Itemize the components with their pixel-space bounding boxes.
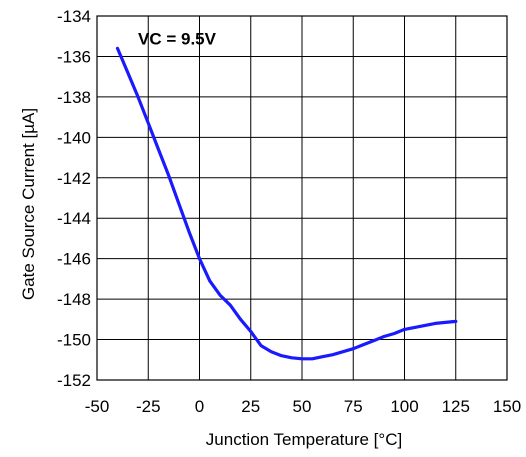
y-tick-label: -146 <box>57 250 91 269</box>
plot-frame <box>96 15 508 381</box>
y-tick-label: -140 <box>57 128 91 147</box>
x-tick-label: -25 <box>136 397 161 416</box>
y-tick-label: -138 <box>57 88 91 107</box>
y-tick-labels: -134 -136 -138 -140 -142 -144 -146 -148 -150 -152 <box>57 7 91 390</box>
y-axis-label: Gate Source Current [µA] <box>19 108 38 300</box>
x-tick-label: -50 <box>85 397 110 416</box>
x-tick-label: 25 <box>241 397 260 416</box>
x-tick-label: 0 <box>195 397 204 416</box>
x-tick-label: 75 <box>344 397 363 416</box>
grid <box>96 15 508 381</box>
y-tick-label: -142 <box>57 169 91 188</box>
series-line <box>115 46 458 361</box>
y-tick-label: -134 <box>57 7 91 26</box>
x-axis-label: Junction Temperature [°C] <box>206 430 402 449</box>
y-tick-label: -150 <box>57 331 91 350</box>
y-tick-label: -144 <box>57 209 91 228</box>
x-tick-label: 50 <box>293 397 312 416</box>
y-tick-label: -148 <box>57 290 91 309</box>
y-tick-label: -136 <box>57 47 91 66</box>
y-tick-label: -152 <box>57 371 91 390</box>
x-tick-label: 125 <box>442 397 470 416</box>
x-tick-labels: -50 -25 0 25 50 75 100 125 150 <box>85 397 521 416</box>
x-tick-label: 100 <box>390 397 418 416</box>
annotation: VC = 9.5V <box>138 29 217 48</box>
x-tick-label: 150 <box>493 397 521 416</box>
